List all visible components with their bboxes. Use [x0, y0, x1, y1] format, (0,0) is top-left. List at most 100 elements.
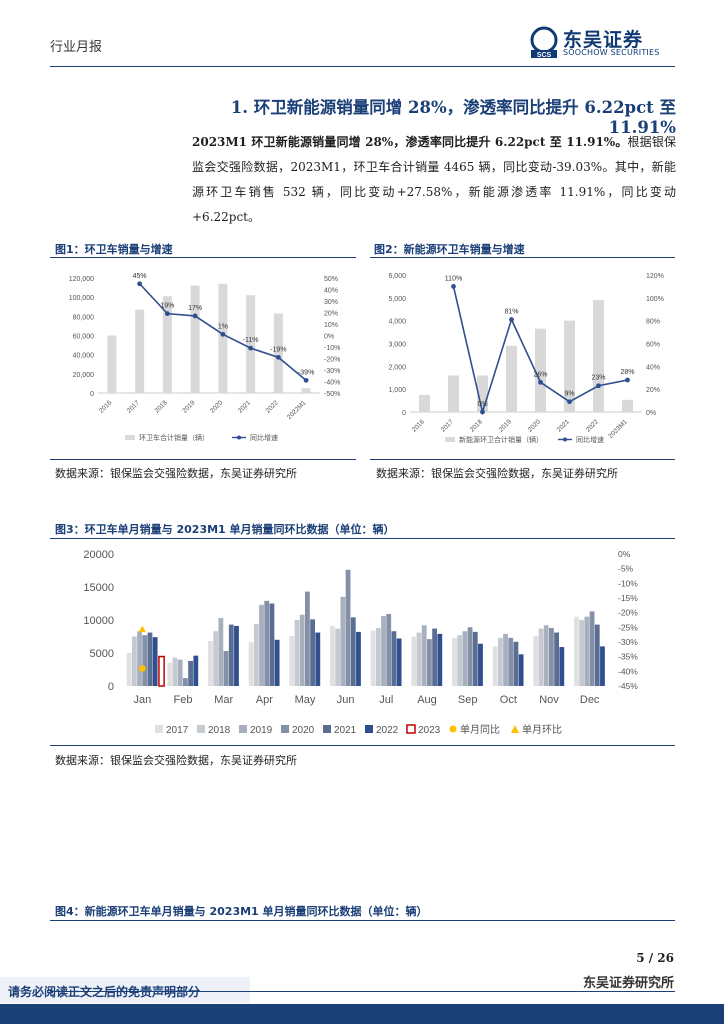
y-tick-label: 100,000 [69, 295, 94, 302]
bar-2022-Sep [478, 643, 483, 686]
bar-2020 [535, 328, 546, 412]
bar-2018 [162, 296, 172, 393]
disclaimer-link[interactable]: 请务必阅读正文之后的免责声明部分 [8, 985, 201, 999]
bar-2019-Aug [421, 625, 427, 686]
x-tick-label: 2022M1 [286, 399, 308, 421]
bar-2018-May [294, 620, 300, 686]
logo-english-name: SOOCHOW SECURITIES [563, 48, 660, 57]
y-tick-label: 20000 [83, 549, 114, 561]
legend-label: 2017 [166, 725, 189, 736]
x-tick-label: May [295, 694, 316, 706]
bar-2019-Oct [503, 633, 508, 686]
y-tick-label: 0 [90, 391, 94, 398]
bar-2021 [246, 295, 256, 393]
bar-2021-Jan [147, 632, 153, 686]
x-tick-label: 2019 [181, 399, 196, 414]
x-tick-label: Sep [458, 694, 478, 706]
bar-2020-Nov [549, 627, 554, 686]
x-tick-label: 2018 [469, 418, 484, 433]
y2-tick-label: -25% [618, 622, 638, 632]
x-tick-label: Jan [133, 694, 151, 706]
logo-mark-icon: SCS [530, 26, 558, 59]
fig2-title: 图2：新能源环卫车销量与增速 [374, 243, 525, 256]
bar-2021-Feb [188, 660, 193, 686]
bar-2020-Apr [264, 600, 270, 686]
y-tick-label: 20,000 [73, 372, 95, 379]
y2-tick-label: 80% [646, 319, 660, 326]
growth-point-2020 [220, 331, 226, 337]
legend-swatch-2019 [239, 725, 247, 733]
y-tick-label: 5,000 [388, 296, 406, 303]
y-tick-label: 5000 [90, 648, 114, 660]
x-tick-label: Mar [214, 694, 233, 706]
legend-line-label: 同比增速 [576, 435, 604, 444]
bar-2022-Oct [518, 654, 524, 686]
bar-2017-Feb [167, 662, 173, 686]
bar-2017-Aug [411, 636, 417, 686]
y-tick-label: 10000 [83, 615, 114, 627]
bar-2022-Jul [396, 638, 402, 686]
bar-2021-Mar [228, 624, 234, 686]
bar-2019-Apr [259, 604, 264, 686]
growth-point-2019 [509, 317, 514, 322]
legend-swatch-yoy [449, 725, 457, 733]
bar-2020-Jul [386, 614, 392, 686]
bar-2018-Apr [253, 623, 259, 686]
y2-tick-label: 0% [618, 549, 631, 559]
fig3-bottom-rule [50, 745, 675, 746]
x-tick-label: 2023M1 [607, 418, 629, 440]
fig1-source: 数据来源：银保监会交强险数据，东吴证券研究所 [55, 467, 297, 480]
page-number: 5 / 26 [636, 951, 674, 965]
y-tick-label: 0 [108, 681, 114, 693]
bar-2021-Sep [472, 631, 478, 686]
x-tick-label: 2018 [154, 399, 169, 414]
x-tick-label: Apr [256, 694, 273, 706]
marker-mom-Jan [138, 625, 146, 633]
bar-2018-Dec [579, 620, 585, 686]
bar-2019-Sep [462, 631, 468, 686]
bar-2017-Jul [370, 630, 376, 686]
bar-2020-Feb [183, 678, 188, 686]
bar-2017 [448, 375, 459, 412]
paragraph-body: 根据银保监会交强险数据，2023M1，环卫车合计销量 4465 辆，同比变动-3… [192, 135, 676, 224]
legend-label: 2020 [292, 725, 315, 736]
bar-2020-Oct [508, 637, 514, 686]
footer-divider [50, 991, 675, 992]
legend-label: 2019 [250, 725, 273, 736]
legend-bar-label: 新能源环卫合计销量（辆） [459, 435, 543, 444]
fig1-title: 图1：环卫车销量与增速 [55, 243, 173, 256]
legend-label: 2022 [376, 725, 399, 736]
y2-tick-label: 0% [324, 334, 334, 341]
y2-tick-label: 20% [324, 311, 338, 318]
bar-2021 [564, 320, 575, 412]
bar-2017-Jun [330, 625, 335, 686]
growth-point-2019 [192, 313, 198, 319]
x-tick-label: 2021 [556, 418, 571, 433]
growth-point-2022M1 [303, 377, 309, 383]
bar-2023-Jan [158, 655, 165, 687]
disclaimer-background [0, 977, 250, 1003]
growth-data-label: 110% [445, 275, 462, 282]
x-tick-label: 2021 [237, 399, 252, 414]
y2-tick-label: -40% [618, 666, 638, 676]
bar-2020-Jun [345, 569, 351, 686]
y-tick-label: 6,000 [388, 273, 406, 280]
company-logo: SCS 东吴证券 SOOCHOW SECURITIES [527, 25, 677, 61]
bar-2018-Jun [335, 628, 341, 686]
legend-line-label: 同比增速 [250, 433, 278, 442]
footer-company: 东吴证券研究所 [582, 976, 674, 991]
bar-2018-Mar [213, 631, 219, 686]
growth-data-label: 26% [533, 371, 547, 378]
bar-2019-Mar [218, 618, 224, 686]
legend-label: 2021 [334, 725, 357, 736]
x-tick-label: Aug [417, 694, 437, 706]
legend-swatch-mom [511, 725, 519, 733]
bar-2021-Oct [513, 641, 519, 686]
bar-2022-Aug [437, 633, 443, 686]
legend-swatch-2018 [197, 725, 205, 733]
bar-2017-May [289, 635, 295, 686]
fig2-source: 数据来源：银保监会交强险数据，东吴证券研究所 [376, 467, 618, 480]
fig4-title: 图4：新能源环卫车单月销量与 2023M1 单月销量同环比数据（单位：辆） [55, 905, 428, 918]
paragraph-lead: 2023M1 环卫新能源销量同增 28%，渗透率同比提升 6.22pct 至 1… [192, 135, 628, 149]
bar-2020-Mar [223, 651, 229, 686]
